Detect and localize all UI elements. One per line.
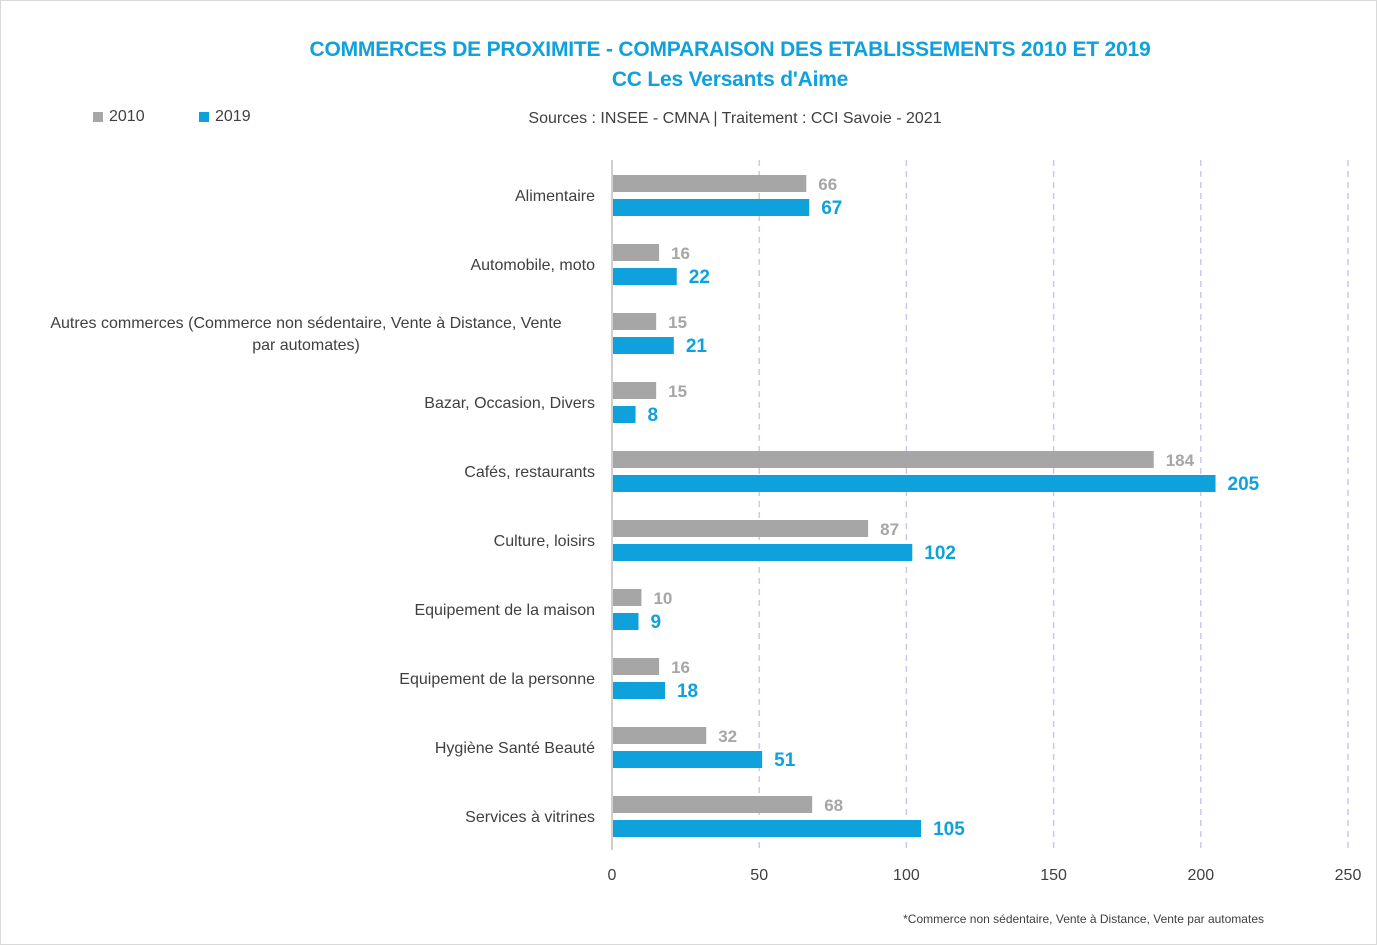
bar-2010-7 [613,658,660,675]
bar-2010-9 [613,796,813,813]
data-label-2019: 67 [821,198,842,219]
chart-source: Sources : INSEE - CMNA | Traitement : CC… [528,110,942,127]
x-tick-label: 50 [750,867,768,884]
bar-2019-1 [613,268,677,285]
bar-2019-0 [613,199,810,216]
data-label-2010: 10 [653,589,672,608]
legend-label-2010: 2010 [109,108,145,125]
bar-2010-3 [613,382,657,399]
data-label-2019: 51 [774,750,796,771]
legend-swatch-2010 [93,112,103,122]
x-tick-label: 250 [1335,867,1362,884]
data-label-2010: 184 [1166,451,1195,470]
data-label-2019: 21 [686,336,708,357]
data-label-2010: 15 [668,382,687,401]
bar-2019-7 [613,682,665,699]
category-label: Autres commerces (Commerce non sédentair… [50,315,561,354]
legend-item-2019: 2019 [199,108,251,126]
legend-swatch-2019 [199,112,209,122]
category-label: Services à vitrines [465,809,595,826]
data-label-2019: 205 [1228,474,1260,495]
bar-2010-8 [613,727,707,744]
chart-title: COMMERCES DE PROXIMITE - COMPARAISON DES… [309,38,1151,61]
data-label-2019: 22 [689,267,710,288]
x-tick-label: 100 [893,867,920,884]
category-label: Cafés, restaurants [464,464,595,481]
data-label-2010: 87 [880,520,899,539]
bar-2019-3 [613,406,636,423]
data-label-2010: 16 [671,658,690,677]
data-label-2010: 66 [818,175,837,194]
chart-footnote: *Commerce non sédentaire, Vente à Distan… [903,912,1264,926]
category-label: Culture, loisirs [494,533,595,550]
data-label-2010: 68 [824,796,843,815]
category-label: Automobile, moto [470,257,595,274]
bar-2019-2 [613,337,674,354]
x-tick-label: 150 [1040,867,1067,884]
data-label-2010: 15 [668,313,687,332]
legend-label-2019: 2019 [215,108,251,125]
bar-2010-4 [613,451,1154,468]
data-label-2019: 102 [924,543,956,564]
data-label-2019: 8 [648,405,659,426]
data-label-2019: 18 [677,681,698,702]
bar-2019-4 [613,475,1216,492]
data-label-2010: 32 [718,727,737,746]
category-label: Alimentaire [515,188,595,205]
data-label-2010: 16 [671,244,690,263]
bar-2010-2 [613,313,657,330]
bar-2019-5 [613,544,913,561]
category-label: Bazar, Occasion, Divers [424,395,595,412]
bar-2010-1 [613,244,660,261]
bar-2019-9 [613,820,922,837]
category-label: Equipement de la maison [414,602,595,619]
chart-subtitle: CC Les Versants d'Aime [611,68,849,91]
bar-2010-0 [613,175,807,192]
bar-2010-5 [613,520,869,537]
x-tick-label: 0 [608,867,617,884]
bar-2019-8 [613,751,763,768]
data-label-2019: 105 [933,819,965,840]
bar-2010-6 [613,589,642,606]
legend-item-2010: 2010 [93,108,145,126]
data-label-2019: 9 [650,612,661,633]
category-label: Equipement de la personne [399,671,595,688]
bar-2019-6 [613,613,639,630]
x-tick-label: 200 [1187,867,1214,884]
category-label: Hygiène Santé Beauté [435,740,595,757]
